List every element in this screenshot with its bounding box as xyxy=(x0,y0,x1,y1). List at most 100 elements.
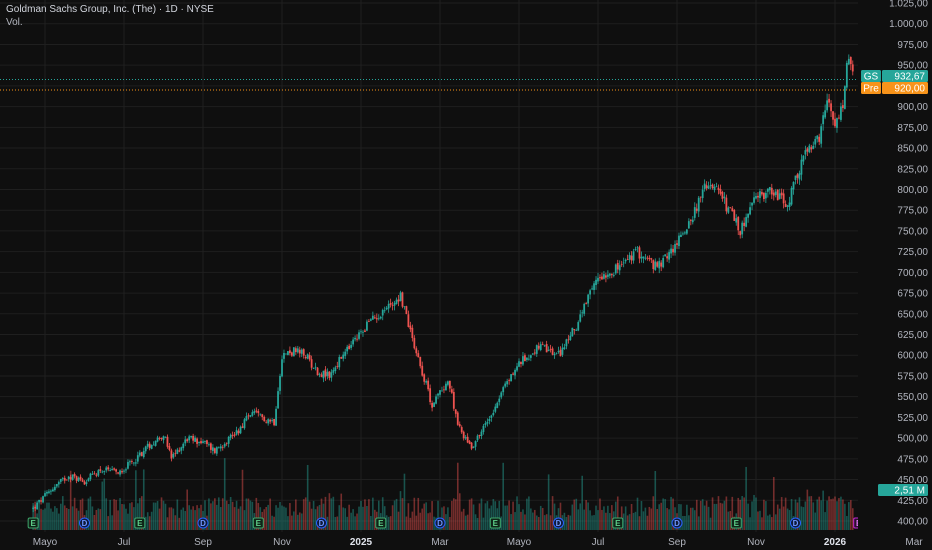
candle-body xyxy=(415,348,418,354)
volume-bar xyxy=(421,508,424,530)
candle-body xyxy=(776,189,779,201)
dividend-marker[interactable]: D xyxy=(197,517,209,529)
earnings-marker[interactable]: E xyxy=(134,517,146,529)
candle-body xyxy=(283,353,285,359)
volume-bar xyxy=(636,497,639,530)
volume-bars xyxy=(32,458,854,530)
candle-body xyxy=(211,447,214,452)
volume-bar xyxy=(585,500,587,530)
earnings-marker[interactable]: E xyxy=(375,517,387,529)
volume-bar xyxy=(235,500,238,530)
volume-bar xyxy=(154,502,157,530)
candle-body xyxy=(326,371,329,377)
svg-text:E: E xyxy=(615,519,621,528)
candle-body xyxy=(180,447,183,451)
event-markers[interactable]: EDEDEDEDEDEDEDE xyxy=(27,517,865,529)
candle-body xyxy=(437,393,439,396)
candle-body xyxy=(849,57,852,65)
candle-body xyxy=(391,304,394,306)
volume-bar xyxy=(164,503,167,530)
x-tick-label: 2025 xyxy=(350,537,373,548)
volume-bar xyxy=(488,508,491,530)
volume-bar xyxy=(480,498,483,530)
earnings-marker[interactable]: E xyxy=(489,517,501,529)
volume-bar xyxy=(285,507,287,530)
volume-bar xyxy=(91,506,94,530)
volume-bar xyxy=(518,504,520,530)
dividend-marker[interactable]: D xyxy=(790,517,801,529)
candle-body xyxy=(192,435,195,441)
volume-bar xyxy=(579,503,582,530)
candle-body xyxy=(348,345,351,350)
volume-bar xyxy=(506,505,508,530)
candle-body xyxy=(368,320,370,322)
earnings-marker[interactable]: E xyxy=(27,517,39,529)
volume-bar xyxy=(593,515,595,530)
earnings-marker[interactable]: E xyxy=(252,517,264,529)
candles xyxy=(32,54,854,513)
candle-body xyxy=(302,349,305,356)
volume-bar xyxy=(547,474,550,530)
x-axis[interactable]: Mayo Jul Sep Nov 2025 Mar Mayo Jul Sep Nov 2026 Mar xyxy=(0,532,932,550)
candle-body xyxy=(322,370,325,379)
candle-body xyxy=(462,431,465,439)
earnings-marker[interactable]: E xyxy=(612,517,624,529)
candle-body xyxy=(492,412,495,416)
y-tick-label: 675,00 xyxy=(897,289,928,300)
volume-bar xyxy=(105,498,108,530)
volume-bar xyxy=(127,513,129,530)
candle-body xyxy=(40,500,42,502)
candle-body xyxy=(142,450,145,458)
candle-body xyxy=(768,187,771,191)
candle-body xyxy=(824,110,827,118)
candle-body xyxy=(642,256,645,259)
volume-bar xyxy=(727,511,730,530)
earnings-marker[interactable]: E xyxy=(730,517,742,529)
volume-bar xyxy=(800,506,803,530)
volume-bar xyxy=(624,506,627,530)
volume-bar xyxy=(249,500,252,530)
dividend-marker[interactable]: D xyxy=(79,517,90,529)
volume-bar xyxy=(772,477,775,530)
volume-bar xyxy=(443,506,445,530)
candle-body xyxy=(480,431,483,436)
volume-bar xyxy=(451,500,453,530)
candle-body xyxy=(99,469,102,471)
volume-bar xyxy=(460,511,463,530)
volume-bar xyxy=(214,498,216,530)
candle-body xyxy=(172,453,175,458)
volume-bar xyxy=(243,510,246,530)
candle-body xyxy=(450,389,453,393)
candle-body xyxy=(597,277,599,282)
price-lines xyxy=(0,79,858,91)
dividend-marker[interactable]: D xyxy=(671,517,683,529)
volume-bar xyxy=(148,516,151,530)
symbol-title[interactable]: Goldman Sachs Group, Inc. (The) · 1D · N… xyxy=(6,4,214,15)
volume-legend-label[interactable]: Vol. xyxy=(6,17,23,28)
candle-body xyxy=(668,252,670,260)
volume-bar xyxy=(117,510,119,530)
volume-bar xyxy=(802,507,805,530)
candle-body xyxy=(178,450,181,452)
candle-body xyxy=(476,435,479,441)
candle-body xyxy=(397,299,400,302)
volume-bar xyxy=(695,499,698,530)
candle-body xyxy=(429,388,432,403)
candle-body xyxy=(826,100,828,111)
svg-text:932,67: 932,67 xyxy=(894,72,925,83)
volume-bar xyxy=(666,508,668,530)
candle-body xyxy=(190,435,193,438)
dividend-marker[interactable]: D xyxy=(434,517,446,529)
candle-body xyxy=(460,427,463,433)
candle-body xyxy=(247,415,250,417)
candle-body xyxy=(656,262,659,267)
volume-bar xyxy=(532,512,534,530)
dividend-marker[interactable]: D xyxy=(316,517,327,529)
dividend-marker[interactable]: D xyxy=(553,517,564,529)
candle-body xyxy=(71,474,74,480)
volume-bar xyxy=(54,506,56,530)
volume-bar xyxy=(225,500,228,530)
volume-bar xyxy=(182,507,185,530)
